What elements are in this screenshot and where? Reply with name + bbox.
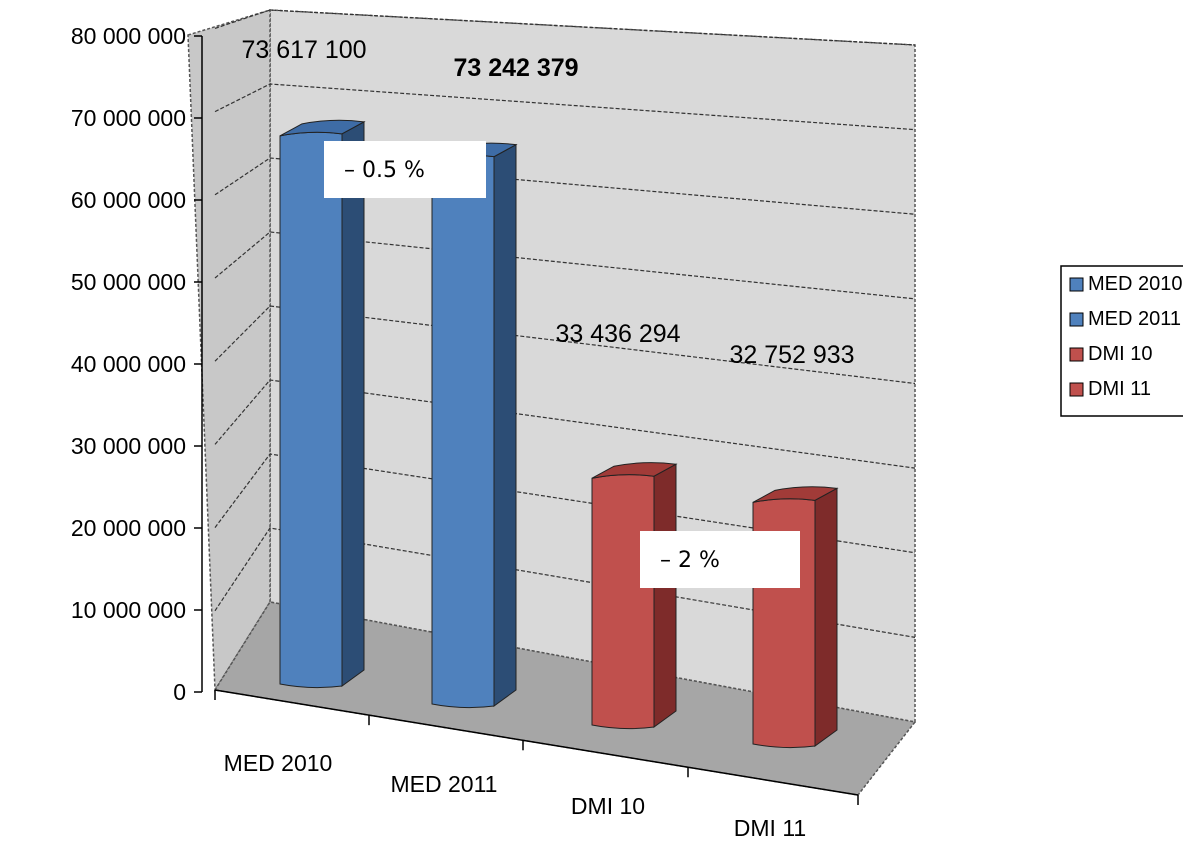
annotation-box (324, 141, 486, 198)
bar-med-2011 (431, 142, 518, 709)
legend-label: DMI 11 (1088, 378, 1151, 400)
bar-dmi-10 (591, 462, 678, 730)
x-tick-label: DMI 11 (734, 815, 806, 841)
gridline (214, 379, 916, 469)
legend-label: DMI 10 (1088, 343, 1152, 365)
legend-label: MED 2010 (1088, 273, 1183, 295)
legend-swatch (1069, 277, 1084, 292)
data-label: 32 752 933 (729, 341, 854, 369)
bar-side (653, 463, 677, 728)
bar-front (431, 154, 495, 709)
bar-side (814, 487, 838, 747)
y-tick-label: 10 000 000 (71, 597, 186, 623)
bar-side (493, 143, 517, 707)
x-axis-line (214, 689, 859, 796)
chart-side-wall (187, 8, 271, 693)
x-tick-label: MED 2010 (224, 750, 333, 776)
bar-side (341, 121, 365, 687)
x-axis: MED 2010 MED 2011 DMI 10 DMI 11 (214, 689, 859, 841)
data-label: 33 436 294 (555, 320, 680, 348)
gridline (214, 231, 916, 300)
annotation-box (640, 531, 800, 588)
data-label: 73 242 379 (453, 54, 578, 82)
gridlines (214, 9, 916, 638)
legend-label: MED 2011 (1088, 308, 1181, 330)
x-tick-label: DMI 10 (571, 793, 645, 819)
annotation-text: – 2 % (660, 548, 720, 573)
bar-front (279, 131, 343, 689)
y-tick-label: 70 000 000 (71, 105, 186, 131)
gridline (214, 157, 916, 215)
bar-med-2010 (279, 119, 366, 689)
y-tick-label: 20 000 000 (71, 515, 186, 541)
legend-swatch (1069, 382, 1084, 397)
gridline (214, 305, 916, 385)
legend-swatch (1069, 347, 1084, 362)
bar-front (591, 474, 655, 730)
gridline (214, 453, 916, 554)
y-tick-label: 0 (173, 679, 186, 705)
gridline (214, 9, 916, 46)
data-label: 73 617 100 (241, 36, 366, 64)
y-tick-label: 40 000 000 (71, 351, 186, 377)
gridline (214, 527, 916, 638)
y-tick-label: 60 000 000 (71, 187, 186, 213)
y-tick-label: 30 000 000 (71, 433, 186, 459)
annotations: – 0.5 % – 2 % (324, 141, 800, 588)
legend-swatch (1069, 312, 1084, 327)
bars (279, 119, 839, 749)
bar-top (591, 462, 678, 479)
y-tick-label: 80 000 000 (71, 23, 186, 49)
annotation-text: – 0.5 % (344, 158, 425, 183)
data-labels: 73 617 100 73 242 379 33 436 294 32 752 933 (241, 36, 854, 369)
y-tick-label: 50 000 000 (71, 269, 186, 295)
y-axis: 0 10 000 000 20 000 000 30 000 000 40 000 00… (71, 23, 203, 705)
x-tick-label: MED 2011 (391, 771, 498, 797)
gridline (214, 83, 916, 131)
bar-top (279, 119, 366, 137)
bar-top (752, 486, 839, 503)
bar-dmi-11 (752, 486, 839, 749)
legend: MED 2010 MED 2011 DMI 10 DMI 11 (1060, 265, 1183, 417)
chart-floor (213, 601, 917, 796)
